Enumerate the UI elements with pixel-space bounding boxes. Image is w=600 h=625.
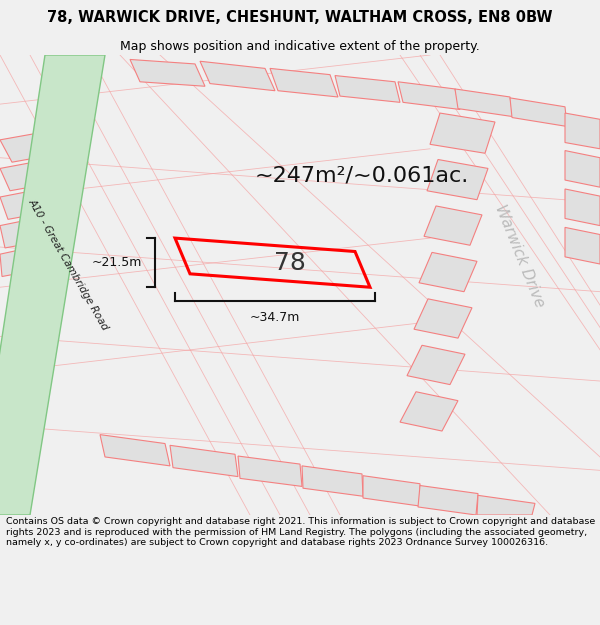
- Text: Contains OS data © Crown copyright and database right 2021. This information is : Contains OS data © Crown copyright and d…: [6, 518, 595, 547]
- Text: 78: 78: [274, 251, 306, 275]
- Text: ~21.5m: ~21.5m: [92, 256, 142, 269]
- Polygon shape: [418, 486, 478, 515]
- Polygon shape: [0, 245, 50, 276]
- Polygon shape: [363, 476, 420, 506]
- Polygon shape: [130, 59, 205, 86]
- Polygon shape: [424, 206, 482, 245]
- Text: ~247m²/~0.061ac.: ~247m²/~0.061ac.: [255, 166, 469, 186]
- Polygon shape: [302, 466, 363, 496]
- Polygon shape: [0, 55, 105, 515]
- Polygon shape: [455, 89, 513, 117]
- Text: ~34.7m: ~34.7m: [250, 311, 300, 324]
- Polygon shape: [0, 217, 54, 248]
- Polygon shape: [477, 496, 535, 515]
- Polygon shape: [565, 228, 600, 264]
- Polygon shape: [0, 159, 60, 191]
- Polygon shape: [238, 456, 302, 486]
- Polygon shape: [565, 113, 600, 149]
- Polygon shape: [565, 151, 600, 188]
- Polygon shape: [398, 82, 460, 109]
- Polygon shape: [0, 394, 42, 423]
- Polygon shape: [400, 392, 458, 431]
- Polygon shape: [414, 299, 472, 338]
- Text: Warwick Drive: Warwick Drive: [493, 202, 547, 309]
- Text: Map shows position and indicative extent of the property.: Map shows position and indicative extent…: [120, 39, 480, 52]
- Polygon shape: [565, 189, 600, 226]
- Polygon shape: [0, 188, 57, 219]
- Polygon shape: [0, 365, 46, 394]
- Polygon shape: [200, 61, 275, 91]
- Text: A10 - Great Cambridge Road: A10 - Great Cambridge Road: [26, 198, 110, 332]
- Polygon shape: [430, 113, 495, 153]
- Polygon shape: [170, 446, 238, 477]
- Polygon shape: [335, 76, 400, 102]
- Polygon shape: [100, 434, 170, 466]
- Polygon shape: [510, 98, 567, 126]
- Polygon shape: [270, 68, 338, 97]
- Text: 78, WARWICK DRIVE, CHESHUNT, WALTHAM CROSS, EN8 0BW: 78, WARWICK DRIVE, CHESHUNT, WALTHAM CRO…: [47, 10, 553, 25]
- Polygon shape: [427, 159, 488, 200]
- Polygon shape: [407, 345, 465, 384]
- Polygon shape: [419, 253, 477, 292]
- Polygon shape: [0, 131, 62, 162]
